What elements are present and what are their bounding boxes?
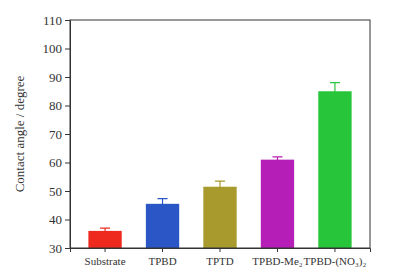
bar <box>318 91 351 248</box>
y-axis: 30 40 50 60 70 80 90 100 110 <box>43 13 71 256</box>
y-tick: 100 <box>43 41 71 56</box>
x-tick: TPBD <box>148 248 176 267</box>
x-tick-mark <box>277 248 278 252</box>
y-tick: 50 <box>49 184 70 199</box>
error-bar-line <box>158 199 168 209</box>
y-tick-mark <box>65 49 70 50</box>
y-tick: 70 <box>49 127 70 142</box>
y-tick-label: 70 <box>49 127 62 142</box>
y-tick-mark <box>65 248 70 249</box>
y-tick-label: 40 <box>49 212 62 227</box>
y-tick-label: 90 <box>49 70 62 85</box>
x-tick-label: Substrate <box>85 255 126 267</box>
y-tick-label: 110 <box>43 13 62 28</box>
x-axis-line <box>71 249 371 253</box>
y-tick: 90 <box>49 70 70 85</box>
bar <box>203 187 236 248</box>
y-tick-mark <box>65 134 70 135</box>
bar <box>146 204 179 248</box>
y-tick-label: 80 <box>49 98 62 113</box>
y-tick: 40 <box>49 212 70 227</box>
error-bar <box>272 157 282 163</box>
y-tick-label: 60 <box>49 155 62 170</box>
x-tick-mark <box>334 248 335 252</box>
x-tick: TPBD-Me₂ <box>252 248 302 267</box>
y-tick-mark <box>65 20 70 21</box>
x-tick-mark <box>220 248 221 252</box>
y-tick-label: 100 <box>43 41 63 56</box>
x-tick: Substrate <box>85 248 126 267</box>
error-bar <box>330 83 340 100</box>
error-bar <box>158 199 168 209</box>
y-tick-mark <box>65 220 70 221</box>
y-axis-title: Contact angle / degree <box>12 75 27 192</box>
x-axis: Substrate TPBD TPTD TPBD-Me₂TPBD-(NO₃)₂ <box>71 248 371 268</box>
plot: 30 40 50 60 70 80 90 100 110 Substrate TPBD TPTD TPB… <box>43 13 371 268</box>
y-tick: 110 <box>43 13 70 28</box>
y-tick-label: 50 <box>49 184 62 199</box>
error-bar <box>215 181 225 192</box>
y-tick-mark <box>65 163 70 164</box>
y-tick-label: 30 <box>49 241 62 256</box>
error-bar-line <box>215 181 225 192</box>
bars <box>88 83 351 248</box>
y-tick-mark <box>65 77 70 78</box>
y-tick-mark <box>65 106 70 107</box>
x-tick-mark <box>162 248 163 252</box>
x-tick: TPTD <box>206 248 234 267</box>
chart: 30 40 50 60 70 80 90 100 110 Substrate TPBD TPTD TPB… <box>0 0 400 274</box>
error-bar-line <box>100 228 110 234</box>
error-bar <box>100 228 110 234</box>
x-tick-label: TPBD <box>148 255 176 267</box>
x-tick-label: TPBD-Me₂ <box>252 255 302 267</box>
y-tick: 60 <box>49 155 70 170</box>
y-tick: 80 <box>49 98 70 113</box>
frame <box>70 20 370 248</box>
x-tick: TPBD-(NO₃)₂ <box>304 248 367 268</box>
error-bar-line <box>272 157 282 163</box>
error-bar-line <box>330 83 340 100</box>
x-tick-mark <box>105 248 106 252</box>
bar <box>261 160 294 248</box>
y-axis-line <box>65 21 71 249</box>
y-tick-mark <box>65 191 70 192</box>
x-tick-label: TPTD <box>206 255 234 267</box>
y-tick: 30 <box>49 241 70 256</box>
x-tick-label: TPBD-(NO₃)₂ <box>304 255 367 268</box>
